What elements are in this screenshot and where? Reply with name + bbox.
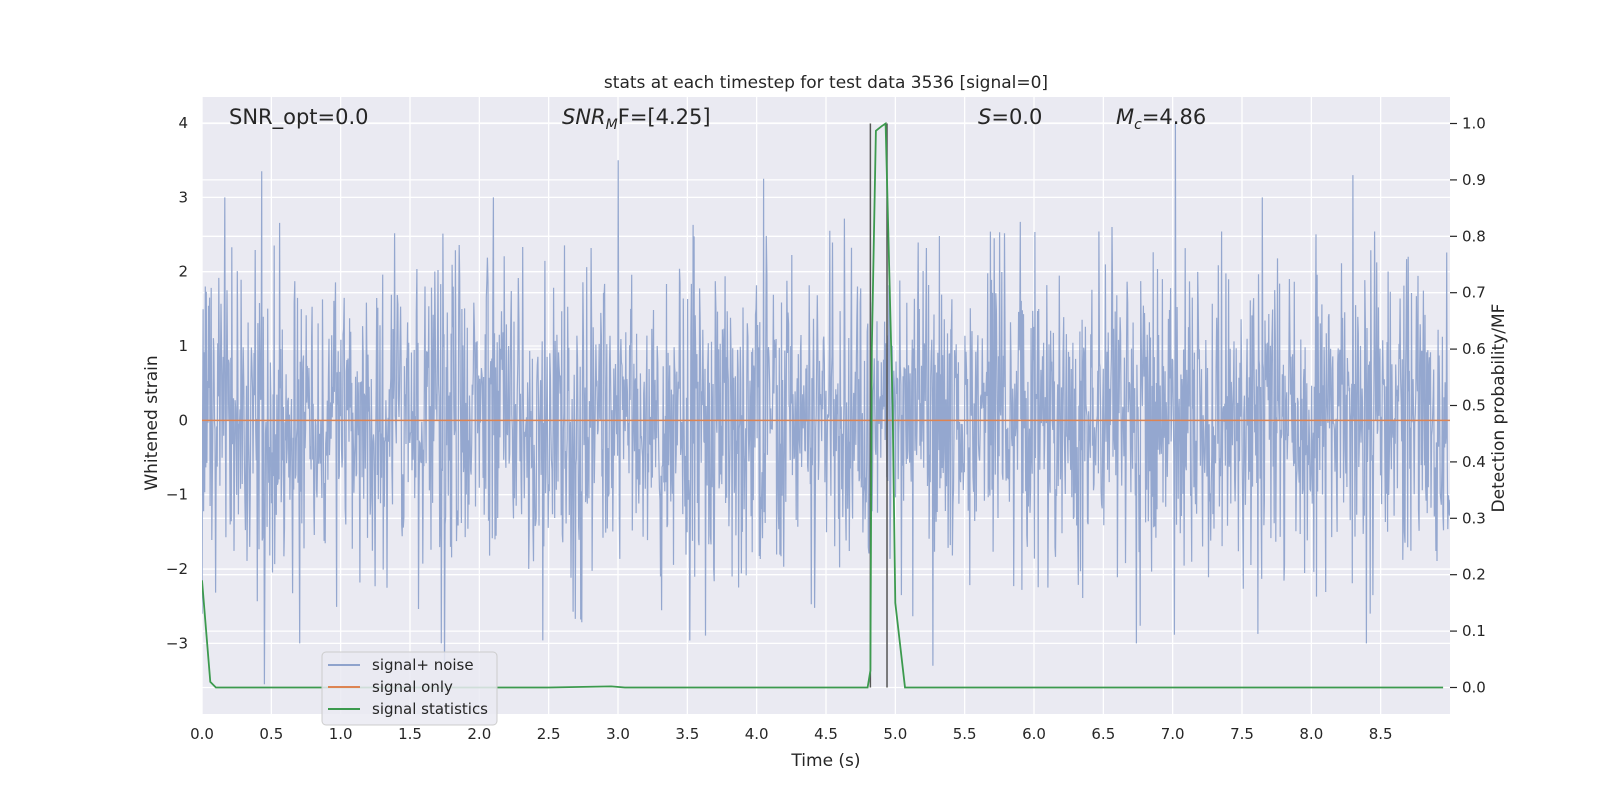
mc-sub: c bbox=[1134, 117, 1142, 133]
x-tick-label: 4.0 bbox=[745, 725, 769, 743]
mc-annotation: Mc=4.86 bbox=[1116, 105, 1206, 133]
y2-tick-label: 0.2 bbox=[1462, 566, 1486, 584]
x-tick-label: 0.5 bbox=[259, 725, 283, 743]
legend-label-stat: signal statistics bbox=[372, 700, 488, 718]
x-tick-label: 6.5 bbox=[1091, 725, 1115, 743]
x-tick-label: 6.0 bbox=[1022, 725, 1046, 743]
x-axis-label: Time (s) bbox=[790, 751, 860, 771]
s-value: =0.0 bbox=[991, 105, 1042, 129]
y-tick-label: 4 bbox=[178, 114, 188, 132]
legend-label-noise: signal+ noise bbox=[372, 656, 474, 674]
x-tick-label: 3.5 bbox=[675, 725, 699, 743]
y-tick-label: −2 bbox=[166, 560, 188, 578]
y2-tick-label: 0.5 bbox=[1462, 397, 1486, 415]
x-tick-label: 5.0 bbox=[883, 725, 907, 743]
y2-tick-label: 0.6 bbox=[1462, 340, 1486, 358]
x-tick-label: 2.5 bbox=[537, 725, 561, 743]
mc-base: M bbox=[1116, 105, 1134, 129]
x-tick-label: 8.0 bbox=[1299, 725, 1323, 743]
y-tick-label: −1 bbox=[166, 486, 188, 504]
x-tick-label: 2.0 bbox=[467, 725, 491, 743]
chart-title: stats at each timestep for test data 353… bbox=[604, 73, 1048, 93]
s-label: S bbox=[978, 105, 991, 129]
y2-axis-label: Detection probability/MF bbox=[1489, 304, 1509, 513]
s-annotation: S=0.0 bbox=[978, 105, 1042, 129]
x-tick-label: 8.5 bbox=[1369, 725, 1393, 743]
series-line-signal-noise bbox=[202, 122, 1450, 685]
legend-label-signal: signal only bbox=[372, 678, 453, 696]
series-line-signal-statistics bbox=[202, 121, 1444, 689]
y2-tick-label: 0.8 bbox=[1462, 227, 1486, 245]
x-tick-label: 5.5 bbox=[953, 725, 977, 743]
y-tick-label: 2 bbox=[178, 263, 188, 281]
x-tick-label: 1.0 bbox=[329, 725, 353, 743]
y2-tick-label: 0.1 bbox=[1462, 622, 1486, 640]
legend: signal+ noise signal only signal statist… bbox=[321, 651, 498, 726]
snr-mf-tail: F=[4.25] bbox=[618, 105, 711, 129]
y2-tick-label: 0.7 bbox=[1462, 284, 1486, 302]
y2-tick-label: 1.0 bbox=[1462, 115, 1486, 133]
y-tick-label: 0 bbox=[178, 411, 188, 429]
y2-tick-label: 0.4 bbox=[1462, 453, 1486, 471]
y-tick-label: −3 bbox=[166, 634, 188, 652]
mc-value: =4.86 bbox=[1142, 105, 1206, 129]
x-tick-label: 7.5 bbox=[1230, 725, 1254, 743]
x-tick-label: 0.0 bbox=[190, 725, 214, 743]
snr-mf-annotation: SNRMF=[4.25] bbox=[562, 105, 711, 133]
x-tick-label: 7.0 bbox=[1161, 725, 1185, 743]
snr-mf-base: SNR bbox=[562, 105, 606, 129]
y-axis-label: Whitened strain bbox=[142, 355, 162, 490]
x-tick-label: 4.5 bbox=[814, 725, 838, 743]
y2-tick-label: 0.9 bbox=[1462, 171, 1486, 189]
y2-tick-label: 0.0 bbox=[1462, 678, 1486, 696]
x-tick-label: 3.0 bbox=[606, 725, 630, 743]
x-tick-label: 1.5 bbox=[398, 725, 422, 743]
y-tick-label: 3 bbox=[178, 188, 188, 206]
snr-opt-annotation: SNR_opt=0.0 bbox=[229, 105, 369, 130]
legend-box bbox=[321, 651, 498, 726]
y2-tick-label: 0.3 bbox=[1462, 509, 1486, 527]
y-tick-label: 1 bbox=[178, 337, 188, 355]
snr-mf-sub: M bbox=[606, 117, 618, 133]
